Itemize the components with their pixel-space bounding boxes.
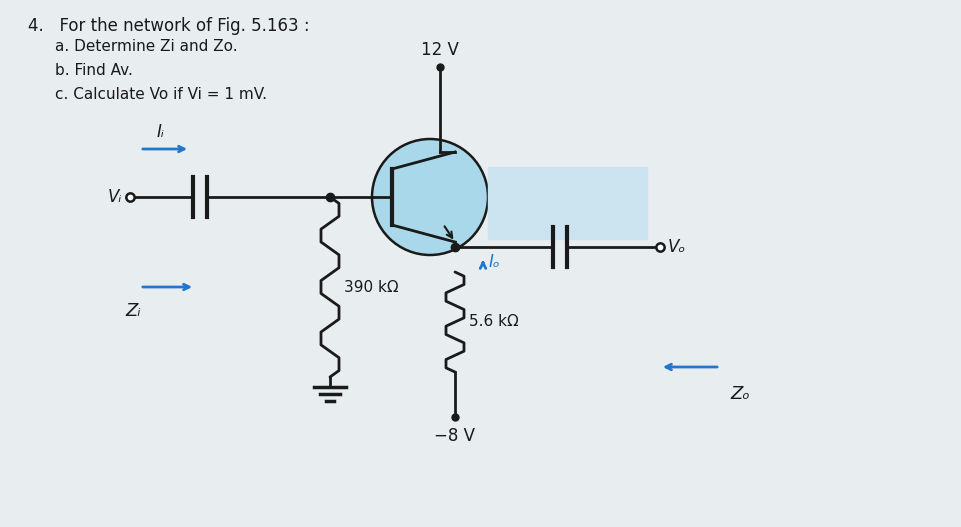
Text: c. Calculate Vo if Vi = 1 mV.: c. Calculate Vo if Vi = 1 mV. xyxy=(55,87,267,102)
Text: Zᵢ: Zᵢ xyxy=(125,302,140,320)
Text: rₒ = 40 kΩ: rₒ = 40 kΩ xyxy=(500,205,594,223)
Text: a. Determine Zi and Zo.: a. Determine Zi and Zo. xyxy=(55,39,237,54)
Text: 12 V: 12 V xyxy=(421,41,458,59)
Circle shape xyxy=(372,139,487,255)
Text: 5.6 kΩ: 5.6 kΩ xyxy=(469,315,518,329)
Text: 4.   For the network of Fig. 5.163 :: 4. For the network of Fig. 5.163 : xyxy=(28,17,309,35)
Text: Vᵢ: Vᵢ xyxy=(108,188,122,206)
Text: b. Find Av.: b. Find Av. xyxy=(55,63,133,78)
Text: 390 kΩ: 390 kΩ xyxy=(344,279,398,295)
Text: Vₒ: Vₒ xyxy=(667,238,685,256)
FancyBboxPatch shape xyxy=(487,167,647,239)
Text: −8 V: −8 V xyxy=(434,427,475,445)
Text: Iᵢ: Iᵢ xyxy=(156,123,163,141)
Text: Zₒ: Zₒ xyxy=(729,385,749,403)
Text: Iₒ: Iₒ xyxy=(488,253,501,271)
Text: β = 120: β = 120 xyxy=(500,183,572,201)
